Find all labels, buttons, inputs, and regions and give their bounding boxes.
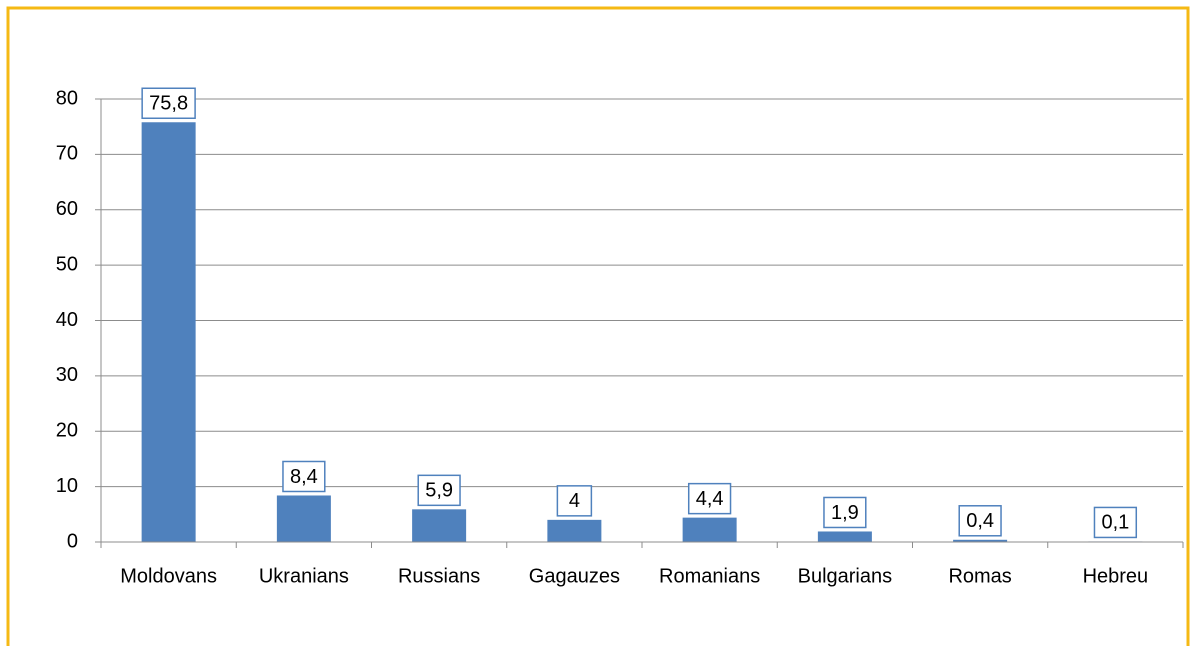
data-label: 75,8 (149, 93, 188, 115)
bar (141, 122, 196, 542)
y-tick-label: 10 (56, 475, 78, 497)
y-tick-label: 20 (56, 420, 78, 442)
x-tick-label: Ukranians (259, 565, 349, 587)
data-label-box (417, 474, 461, 507)
x-tick-label: Russians (398, 565, 480, 587)
bar (817, 531, 872, 542)
data-label: 8,4 (290, 466, 318, 488)
data-label: 0,4 (966, 510, 994, 532)
y-tick-label: 40 (56, 309, 78, 331)
y-tick-label: 50 (56, 253, 78, 275)
y-tick-label: 0 (67, 530, 78, 552)
data-label-box (823, 496, 867, 529)
data-label-box (141, 87, 196, 120)
x-tick-label: Romanians (659, 565, 760, 587)
data-label-box (687, 482, 732, 515)
data-label: 5,9 (425, 480, 453, 502)
data-label-box (1093, 506, 1138, 539)
y-tick-label: 30 (56, 364, 78, 386)
bar (547, 519, 602, 542)
data-label: 4,4 (696, 488, 724, 510)
x-tick-label: Romas (948, 565, 1011, 587)
y-tick-label: 60 (56, 198, 78, 220)
data-label: 0,1 (1101, 512, 1129, 534)
y-tick-label: 80 (56, 87, 78, 109)
y-tick-label: 70 (56, 143, 78, 165)
data-label-box (556, 485, 593, 517)
x-tick-label: Bulgarians (798, 565, 893, 587)
bar (412, 509, 467, 542)
bar (276, 495, 331, 542)
bar (682, 517, 737, 542)
data-label-box (282, 460, 326, 493)
x-tick-label: Gagauzes (529, 565, 620, 587)
bar (953, 539, 1008, 542)
x-tick-label: Hebreu (1083, 565, 1149, 587)
data-label: 1,9 (831, 502, 859, 524)
frame (6, 6, 1190, 646)
x-tick-label: Moldovans (120, 565, 217, 587)
data-label-box (958, 505, 1002, 537)
data-label: 4 (569, 490, 580, 512)
